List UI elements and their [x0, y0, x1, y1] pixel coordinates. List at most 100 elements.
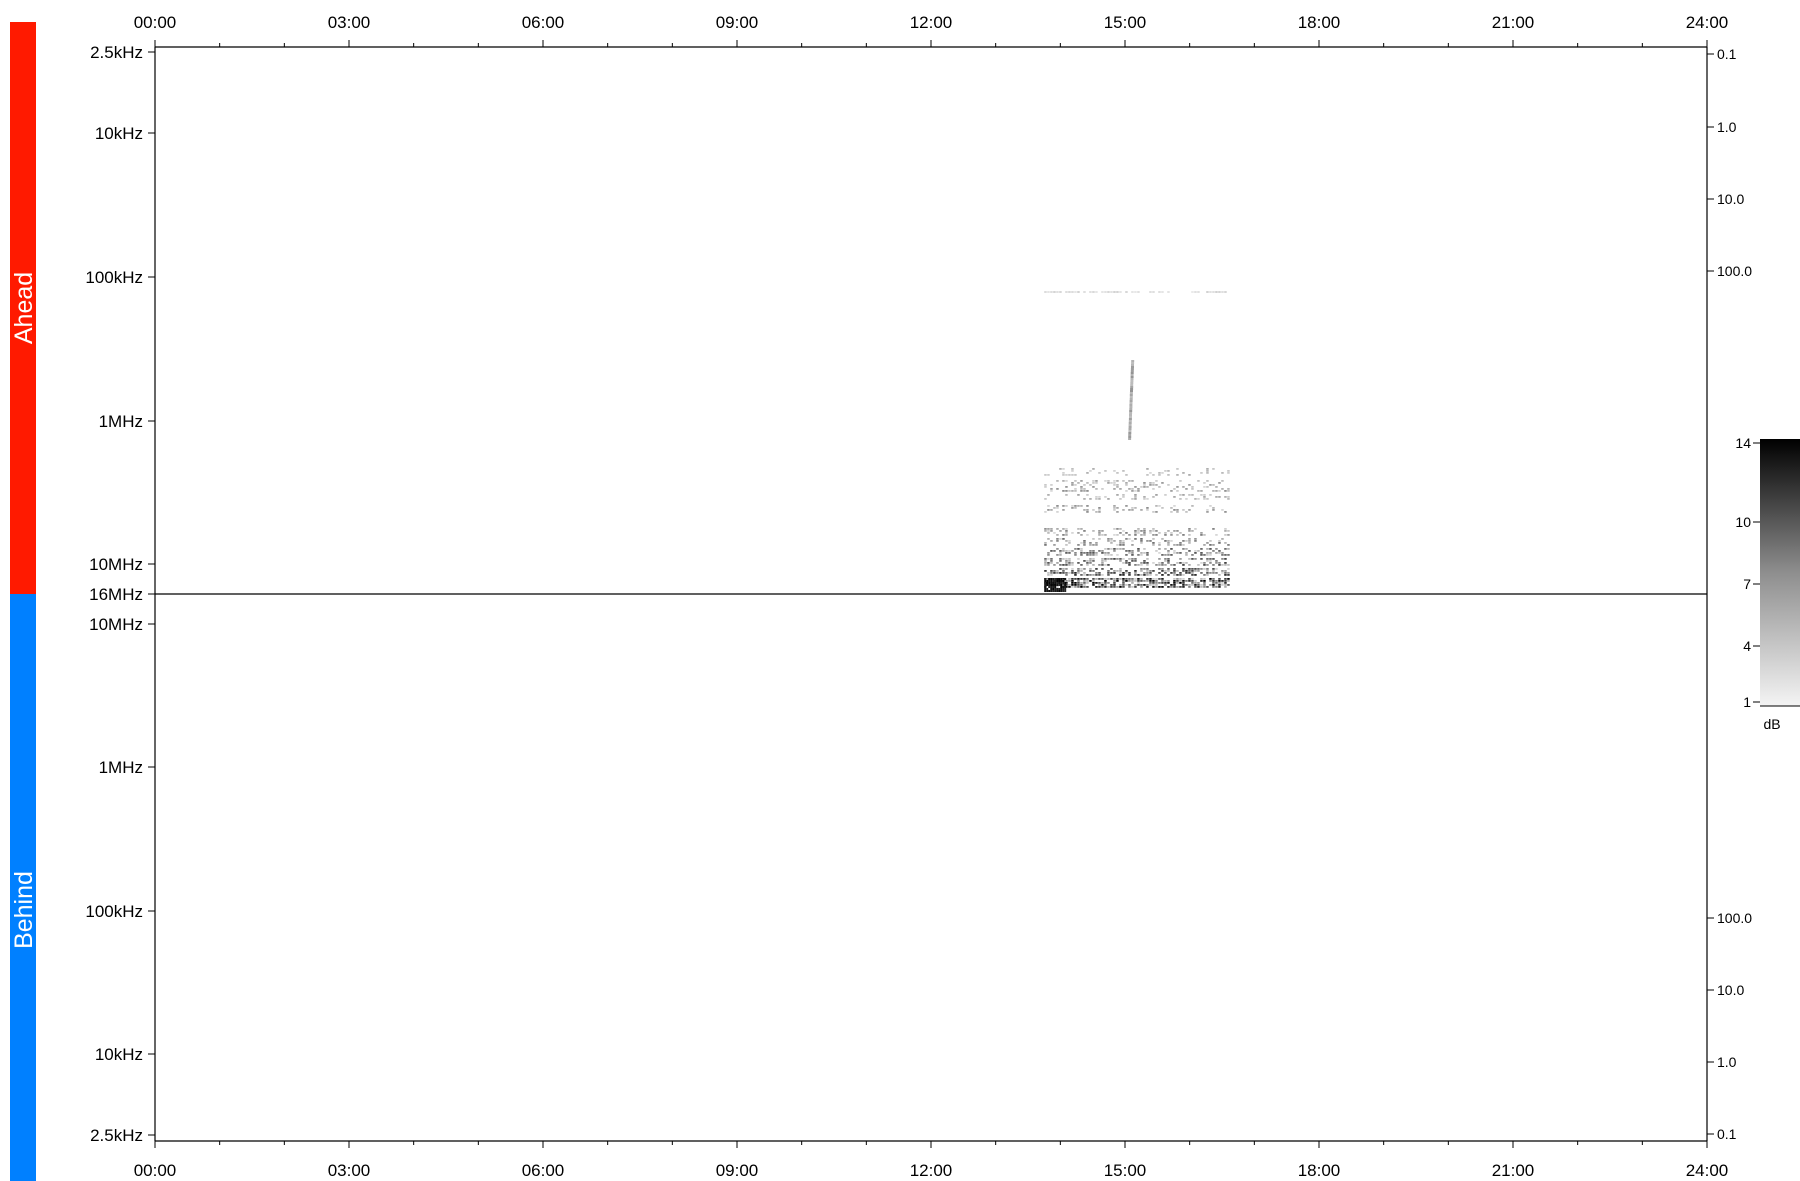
burst-pixel	[1064, 582, 1067, 584]
burst-pixel	[1152, 582, 1155, 584]
burst-pixel	[1092, 509, 1095, 511]
burst-pixel	[1221, 472, 1224, 474]
burst-pixel	[1064, 590, 1067, 592]
burst-pixel	[1074, 578, 1077, 580]
burst-pixel	[1212, 550, 1215, 552]
burst-pixel	[1074, 582, 1077, 584]
burst-pixel	[1092, 570, 1095, 572]
burst-pixel	[1065, 580, 1068, 582]
burst-pixel	[1227, 554, 1230, 556]
burst-pixel	[1086, 511, 1089, 513]
burst-pixel	[1047, 538, 1050, 540]
burst-pixel	[1128, 552, 1131, 554]
burst-pixel	[1182, 472, 1185, 474]
burst-pixel	[1218, 578, 1221, 580]
burst-pixel	[1140, 580, 1143, 582]
burst-pixel	[1080, 486, 1083, 488]
burst-pixel	[1046, 590, 1049, 592]
burst-pixel	[1158, 582, 1161, 584]
burst-pixel	[1130, 384, 1134, 386]
burst-pixel	[1095, 582, 1098, 584]
burst-pixel	[1054, 584, 1057, 586]
burst-pixel	[1080, 528, 1083, 530]
burst-pixel	[1048, 590, 1051, 592]
burst-pixel	[1137, 528, 1140, 530]
burst-pixel	[1110, 538, 1113, 540]
burst-pixel	[1089, 552, 1092, 554]
burst-pixel	[1122, 540, 1125, 542]
burst-pixel	[1134, 486, 1137, 488]
burst-pixel	[1188, 494, 1191, 496]
burst-pixel	[1130, 390, 1133, 392]
burst-pixel	[1176, 578, 1179, 580]
burst-pixel	[1170, 511, 1173, 513]
burst-pixel	[1215, 568, 1218, 570]
burst-pixel	[1083, 578, 1086, 580]
burst-pixel	[1152, 496, 1155, 498]
burst-pixel	[1188, 568, 1191, 570]
burst-pixel	[1209, 558, 1212, 560]
burst-pixel	[1071, 291, 1074, 293]
burst-pixel	[1092, 558, 1095, 560]
burst-pixel	[1182, 582, 1185, 584]
burst-pixel	[1131, 554, 1134, 556]
burst-pixel	[1113, 470, 1116, 472]
burst-pixel	[1179, 580, 1182, 582]
burst-pixel	[1062, 534, 1065, 536]
burst-pixel	[1194, 550, 1197, 552]
burst-pixel	[1047, 505, 1050, 507]
burst-pixel	[1107, 564, 1110, 566]
burst-pixel	[1044, 498, 1047, 500]
burst-pixel	[1065, 550, 1068, 552]
burst-pixel	[1185, 488, 1188, 490]
bottom-time-label: 21:00	[1492, 1161, 1535, 1180]
burst-pixel	[1056, 578, 1059, 580]
burst-pixel	[1128, 420, 1132, 422]
burst-pixel	[1044, 542, 1047, 544]
burst-pixel	[1104, 582, 1107, 584]
burst-pixel	[1158, 486, 1161, 488]
burst-pixel	[1116, 554, 1119, 556]
burst-pixel	[1167, 542, 1170, 544]
burst-pixel	[1209, 572, 1212, 574]
burst-pixel	[1074, 507, 1077, 509]
burst-pixel	[1047, 528, 1050, 530]
burst-pixel	[1161, 582, 1164, 584]
ahead-side-bar	[10, 22, 36, 594]
burst-pixel	[1224, 570, 1227, 572]
burst-pixel	[1137, 548, 1140, 550]
burst-pixel	[1212, 528, 1215, 530]
burst-pixel	[1122, 496, 1125, 498]
burst-pixel	[1119, 584, 1122, 586]
burst-pixel	[1077, 548, 1080, 550]
behind-side-bar	[10, 594, 36, 1181]
burst-pixel	[1104, 548, 1107, 550]
burst-pixel	[1149, 291, 1152, 293]
burst-pixel	[1054, 582, 1057, 584]
burst-pixel	[1119, 544, 1122, 546]
burst-pixel	[1218, 542, 1221, 544]
burst-pixel	[1071, 578, 1074, 580]
burst-pixel	[1215, 562, 1218, 564]
burst-pixel	[1065, 486, 1068, 488]
burst-pixel	[1122, 558, 1125, 560]
burst-pixel	[1206, 552, 1209, 554]
burst-pixel	[1209, 560, 1212, 562]
burst-pixel	[1134, 578, 1137, 580]
burst-pixel	[1116, 534, 1119, 536]
burst-pixel	[1200, 578, 1203, 580]
burst-pixel	[1215, 560, 1218, 562]
burst-pixel	[1197, 480, 1200, 482]
burst-pixel	[1188, 570, 1191, 572]
ahead-left-y-axis: 2.5kHz 10kHz 100kHz 1MHz 10MHz 16MHz	[85, 43, 155, 604]
burst-pixel	[1203, 482, 1206, 484]
burst-pixel	[1056, 540, 1059, 542]
burst-pixel	[1194, 580, 1197, 582]
burst-pixel	[1134, 558, 1137, 560]
burst-pixel	[1068, 552, 1071, 554]
burst-pixel	[1146, 554, 1149, 556]
freq-tick-label: 10kHz	[95, 1045, 143, 1064]
burst-pixel	[1098, 538, 1101, 540]
burst-pixel	[1047, 564, 1050, 566]
burst-pixel	[1086, 574, 1089, 576]
